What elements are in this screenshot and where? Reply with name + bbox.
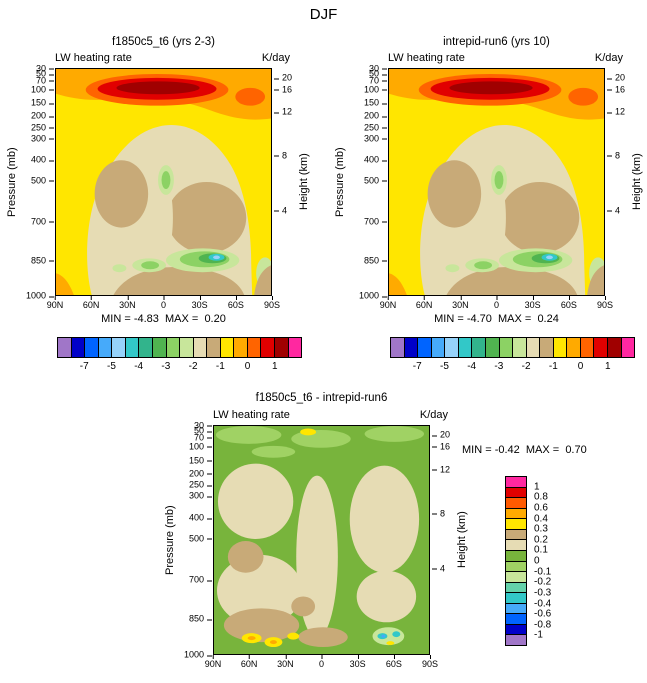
southern-ocean-speckles	[372, 627, 405, 646]
panel-right-height-axis-label: Height (km)	[631, 153, 643, 211]
panel-right-plot	[388, 68, 605, 296]
low-level-green-minima	[445, 165, 604, 290]
panel-right-colorbar	[390, 337, 635, 358]
panel-left-height-axis-label: Height (km)	[298, 153, 310, 211]
panel-right-field-label: LW heating rate	[388, 52, 465, 64]
panel-diff-colorbar	[505, 476, 527, 646]
panel-left-colorbar-labels: -7 -5 -4 -3 -2 -1 0 1	[79, 361, 278, 372]
surface-hotspots	[241, 632, 300, 648]
panel-right-units-label: K/day	[594, 52, 623, 64]
panel-diff-contour-svg	[214, 426, 429, 654]
panel-left-pressure-axis-label: Pressure (mb)	[6, 147, 18, 217]
panel-diff-plot	[213, 425, 430, 655]
panel-diff-latitude-ticks: 90N 60N 30N 0 30S 60S 90S	[204, 655, 439, 669]
panel-right-height-ticks: 20 16 12 8 4	[606, 72, 626, 215]
low-level-green-minima	[112, 165, 271, 290]
panel-diff-height-ticks: 20 16 12 8 4	[431, 429, 451, 574]
panel-diff-minmax: MIN = -0.42 MAX = 0.70	[462, 444, 587, 456]
panel-left-height-ticks: 20 16 12 8 4	[273, 72, 293, 215]
panel-left-field-label: LW heating rate	[55, 52, 132, 64]
panel-diff-title: f1850c5_t6 - intrepid-run6	[255, 392, 388, 404]
panel-right-pressure-ticks: 30 50 70 100 150 200 250 300 400 500 700 850 1000	[358, 63, 388, 301]
panel-left-title: f1850c5_t6 (yrs 2-3)	[112, 36, 215, 48]
panel-right-contour-svg	[389, 69, 604, 295]
panel-left-plot	[55, 68, 272, 296]
panel-right-colorbar-labels: -7 -5 -4 -3 -2 -1 0 1	[412, 361, 611, 372]
panel-right-title: intrepid-run6 (yrs 10)	[443, 36, 550, 48]
panel-left-contour-svg	[56, 69, 271, 295]
panel-diff-units-label: K/day	[419, 409, 448, 421]
positive-difference-regions	[216, 463, 420, 648]
stratosphere-warm-band	[389, 69, 604, 120]
panel-diff-height-axis-label: Height (km)	[456, 511, 468, 569]
figure-title: DJF	[309, 6, 338, 23]
panel-diff-pressure-ticks: 30 50 70 100 150 200 250 300 400 500 700 850 1000	[183, 420, 213, 660]
panel-left-latitude-ticks: 90N 60N 30N 0 30S 60S 90S	[46, 296, 281, 310]
panel-diff-pressure-axis-label: Pressure (mb)	[164, 505, 176, 575]
panel-diff-colorbar-labels: 1 0.8 0.6 0.4 0.3 0.2 0.1 0 -0.1 -0.2 -0.3 -0.4 -0.6…	[534, 481, 552, 641]
panel-right-pressure-axis-label: Pressure (mb)	[334, 147, 346, 217]
panel-left-minmax: MIN = -4.83 MAX = 0.20	[101, 313, 226, 325]
stratosphere-warm-band	[56, 69, 271, 120]
upper-level-patches	[215, 426, 425, 458]
panel-left-pressure-ticks: 30 50 70 100 150 200 250 300 400 500 700 850 1000	[25, 63, 55, 301]
panel-diff-field-label: LW heating rate	[213, 409, 290, 421]
panel-left-units-label: K/day	[261, 52, 290, 64]
surface-corner-features	[56, 265, 271, 295]
panel-right-latitude-ticks: 90N 60N 30N 0 30S 60S 90S	[379, 296, 614, 310]
panel-right-minmax: MIN = -4.70 MAX = 0.24	[434, 313, 559, 325]
panel-left-colorbar	[57, 337, 302, 358]
surface-corner-features	[389, 265, 604, 295]
